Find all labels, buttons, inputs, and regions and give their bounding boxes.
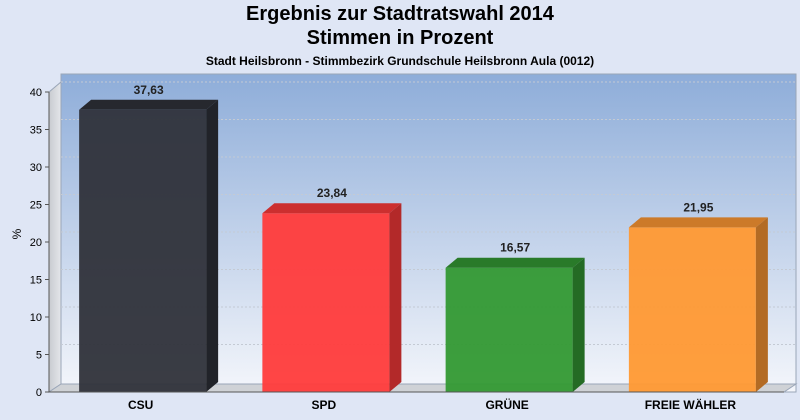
bar-front xyxy=(628,227,756,392)
chart-title: Ergebnis zur Stadtratswahl 2014 xyxy=(246,3,554,25)
data-label: 16,57 xyxy=(500,241,530,255)
y-tick-label: 40 xyxy=(30,87,42,99)
y-tick-label: 15 xyxy=(30,275,42,287)
data-label: 23,84 xyxy=(317,186,347,200)
bar-freie-wähler xyxy=(628,217,768,392)
y-axis: 0 5 10 15 20 25 30 35 40 xyxy=(30,87,50,399)
y-tick-label: 10 xyxy=(30,312,42,324)
y-tick-label: 30 xyxy=(30,162,42,174)
y-axis-label: % xyxy=(10,228,24,239)
chart-district-caption: Stadt Heilsbronn - Stimmbezirk Grundschu… xyxy=(205,54,595,68)
x-tick-label: FREIE WÄHLER xyxy=(645,397,737,412)
bar-side xyxy=(389,203,402,392)
y-tick-label: 5 xyxy=(36,350,42,362)
data-label: 21,95 xyxy=(683,200,713,214)
bars: 37,63 23,84 16,57 21,95 xyxy=(79,83,768,393)
bar-side xyxy=(572,257,585,392)
bar-front xyxy=(262,213,390,392)
bar-grüne xyxy=(445,257,585,392)
bar-front xyxy=(79,109,207,393)
plot-left-wall xyxy=(48,80,62,393)
bar-top xyxy=(262,203,402,214)
y-tick-label: 35 xyxy=(30,125,42,137)
bar-csu xyxy=(79,99,219,393)
y-tick-label: 0 xyxy=(36,387,42,399)
x-tick-label: SPD xyxy=(312,398,337,412)
bar-spd xyxy=(262,203,402,392)
x-tick-label: GRÜNE xyxy=(485,397,528,412)
bar-side xyxy=(206,99,219,393)
data-label: 37,63 xyxy=(134,83,164,97)
y-tick-label: 25 xyxy=(30,200,42,212)
bar-top xyxy=(79,99,219,110)
bar-top xyxy=(628,217,768,228)
bar-front xyxy=(445,267,573,392)
x-tick-label: CSU xyxy=(128,398,153,412)
y-tick-label: 20 xyxy=(30,237,42,249)
bar-side xyxy=(755,217,768,392)
x-axis: CSU SPD GRÜNE FREIE WÄHLER xyxy=(49,391,784,412)
chart-subtitle: Stimmen in Prozent xyxy=(306,27,494,49)
bar-top xyxy=(445,257,585,268)
